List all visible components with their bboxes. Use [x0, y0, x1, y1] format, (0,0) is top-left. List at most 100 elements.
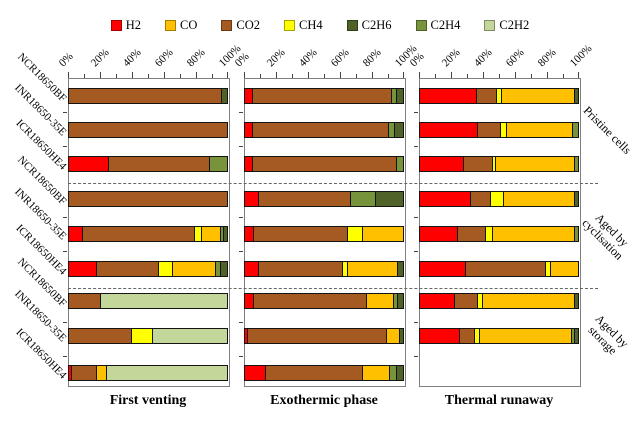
stacked-bar-icr18650he4 — [68, 261, 228, 277]
segment-c2h6 — [574, 294, 578, 308]
segment-co2 — [83, 227, 196, 241]
segment-h2 — [420, 227, 458, 241]
x-axis-tick — [372, 72, 373, 78]
segment-co — [366, 294, 394, 308]
stacked-bar-inr18650-35e — [419, 122, 579, 138]
segment-ch4 — [347, 227, 364, 241]
segment-c2h4 — [209, 157, 227, 171]
x-axis-tick — [531, 74, 532, 78]
stacked-bar-ncr18650bf — [244, 88, 404, 104]
segment-h2 — [420, 262, 466, 276]
segment-co — [173, 262, 216, 276]
legend-label: H2 — [125, 18, 142, 32]
segment-h2 — [245, 192, 260, 206]
segment-h2 — [420, 157, 465, 171]
stacked-bar-icr18650he4 — [68, 365, 228, 381]
y-axis-tick — [239, 146, 243, 147]
stacked-bar-inr18650-35e — [68, 122, 228, 138]
segment-co2 — [108, 157, 210, 171]
panel-title-first-venting: First venting — [109, 393, 187, 408]
segment-co2 — [476, 89, 498, 103]
segment-ch4 — [342, 262, 348, 276]
panel-exothermic-phase — [244, 78, 406, 387]
x-axis-tick — [148, 74, 149, 78]
x-axis-tick — [212, 74, 213, 78]
stacked-bar-ncr18650bf — [68, 293, 228, 309]
segment-h2 — [245, 227, 255, 241]
segment-c2h6 — [395, 123, 403, 137]
segment-co — [363, 227, 403, 241]
segment-h2 — [245, 329, 249, 343]
x-axis-tick — [132, 72, 133, 78]
y-axis-tick — [414, 146, 418, 147]
segment-co — [483, 294, 575, 308]
segment-co — [387, 329, 400, 343]
segment-ch4 — [546, 262, 552, 276]
x-axis-tick — [419, 72, 420, 78]
segment-c2h4 — [388, 123, 396, 137]
x-axis-tick — [547, 72, 548, 78]
segment-c2h4 — [396, 157, 403, 171]
x-axis-tick — [84, 74, 85, 78]
y-axis-tick — [239, 112, 243, 113]
c2h4-color-swatch — [415, 20, 427, 31]
co-color-swatch — [165, 20, 177, 31]
x-axis-tick — [467, 74, 468, 78]
x-axis-tick — [116, 74, 117, 78]
c2h6-color-swatch — [346, 20, 358, 31]
y-axis-tick — [414, 322, 418, 323]
x-axis-tick — [244, 72, 245, 78]
segment-ch4 — [500, 123, 507, 137]
x-tick-label: 60% — [152, 46, 176, 70]
x-tick-label: 20% — [88, 46, 112, 70]
segment-co2 — [259, 262, 343, 276]
segment-h2 — [245, 123, 253, 137]
segment-co — [363, 366, 391, 380]
segment-c2h4 — [390, 366, 397, 380]
segment-ch4 — [492, 157, 496, 171]
segment-c2h2 — [106, 366, 227, 380]
segment-c2h6 — [398, 294, 403, 308]
x-tick-label: 80% — [184, 46, 208, 70]
stacked-bar-icr18650he4 — [244, 365, 404, 381]
stacked-bar-inr18650-35e — [419, 328, 579, 344]
segment-c2h4 — [574, 227, 578, 241]
segment-co2 — [478, 123, 501, 137]
segment-ch4 — [159, 262, 174, 276]
x-axis-tick — [324, 74, 325, 78]
segment-co2 — [465, 262, 547, 276]
c2h2-color-swatch — [484, 20, 496, 31]
segment-c2h2 — [152, 329, 227, 343]
segment-co — [551, 262, 578, 276]
segment-co2 — [457, 227, 487, 241]
segment-h2 — [420, 123, 479, 137]
stacked-bar-inr18650-35e — [244, 328, 404, 344]
x-tick-label: 100% — [567, 42, 595, 70]
x-axis-tick — [403, 72, 404, 78]
stacked-bar-ncr18650bf — [419, 88, 579, 104]
segment-co — [492, 227, 575, 241]
segment-co — [97, 366, 107, 380]
segment-co2 — [254, 294, 367, 308]
y-axis-tick — [63, 217, 67, 218]
segment-c2h6 — [399, 329, 403, 343]
legend-item-ch4: CH4 — [284, 18, 323, 33]
segment-c2h6 — [223, 227, 227, 241]
x-axis-tick — [308, 72, 309, 78]
legend-label: CH4 — [299, 18, 323, 32]
y-axis-tick — [239, 251, 243, 252]
segment-co2 — [252, 89, 392, 103]
stacked-bar-inr18650-35e — [244, 226, 404, 242]
stacked-bar-ncr18650bf — [244, 293, 404, 309]
x-axis-tick — [68, 72, 69, 78]
x-tick-label: 0% — [56, 50, 76, 70]
group-separator-line — [68, 183, 598, 184]
segment-ch4 — [497, 89, 503, 103]
x-tick-label: 60% — [503, 46, 527, 70]
segment-ch4 — [475, 329, 481, 343]
segment-c2h6 — [396, 366, 403, 380]
segment-h2 — [69, 157, 109, 171]
x-axis-tick — [340, 72, 341, 78]
x-axis-tick — [563, 74, 564, 78]
